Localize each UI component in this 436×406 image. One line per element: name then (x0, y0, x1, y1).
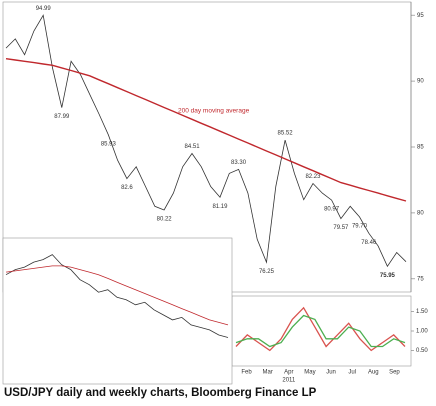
value-label: 78.46 (361, 240, 377, 246)
value-label: 85.93 (101, 141, 117, 147)
x-tick-label: Aug (368, 370, 379, 376)
value-label: 82.6 (121, 185, 133, 191)
value-label: 85.52 (278, 131, 294, 137)
y-tick-label: 75 (417, 276, 424, 282)
y-tick-label: 85 (417, 145, 424, 151)
series-line (5, 254, 229, 338)
x-tick-label: Apr (284, 370, 293, 376)
x-tick-label: May (304, 370, 315, 376)
value-label: 76.25 (259, 269, 275, 275)
value-label: 79.57 (333, 225, 349, 231)
x-tick-label: Jul (348, 370, 356, 376)
series-line (5, 265, 229, 326)
value-label: 80.22 (157, 217, 173, 223)
series-label: 200 day moving average (178, 108, 250, 115)
value-label: 83.30 (231, 160, 247, 166)
y-tick-label: 1.50 (416, 309, 428, 315)
caption: USD/JPY daily and weekly charts, Bloombe… (4, 387, 317, 399)
value-label: 82.23 (305, 174, 321, 180)
value-label: 84.51 (185, 144, 201, 150)
y-tick-label: 95 (417, 13, 424, 19)
x-tick-label: Feb (241, 370, 252, 376)
x-tick-label: Jun (326, 370, 336, 376)
value-label: 75.95 (380, 273, 396, 279)
value-label: 79.70 (352, 223, 368, 229)
series-line (5, 14, 407, 268)
value-label: 81.19 (212, 204, 228, 210)
x-axis-subtitle: 2011 (282, 378, 296, 384)
x-tick-label: Sep (389, 370, 400, 376)
value-label: 94.99 (36, 6, 52, 12)
series-line (235, 314, 406, 348)
value-label: 87.99 (54, 114, 70, 120)
y-tick-label: 90 (417, 79, 424, 85)
series-line (5, 58, 407, 202)
y-tick-label: 0.50 (416, 348, 428, 354)
y-tick-label: 80 (417, 210, 424, 216)
y-tick-label: 1.00 (416, 329, 428, 335)
x-tick-label: Mar (263, 370, 273, 376)
weekly-frame (2, 237, 233, 385)
value-label: 80.97 (324, 207, 340, 213)
